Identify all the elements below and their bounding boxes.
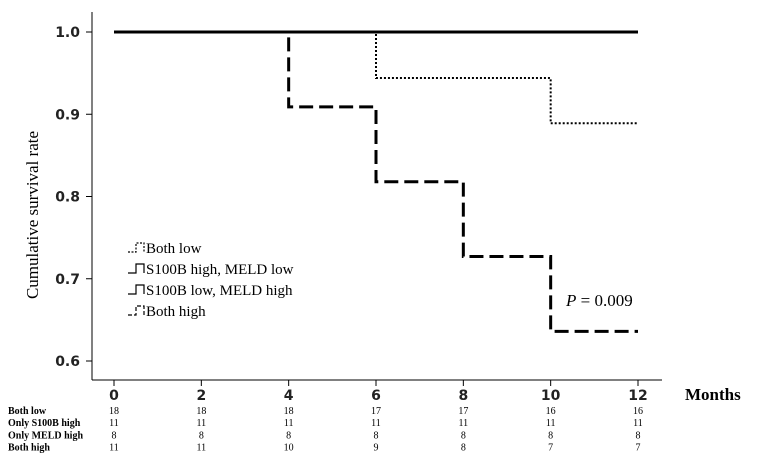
x-tick-label: 2	[196, 388, 206, 404]
risk-count: 17	[458, 406, 468, 417]
risk-count: 11	[633, 418, 643, 429]
legend-label: S100B high, MELD low	[146, 262, 294, 278]
x-axis-unit: Months	[685, 385, 741, 404]
x-tick-label: 0	[109, 388, 119, 404]
x-tick-label: 4	[284, 388, 294, 404]
x-tick-label: 6	[371, 388, 381, 404]
survival-curve-1	[114, 31, 638, 125]
risk-count: 16	[633, 406, 643, 417]
x-tick-label: 10	[541, 388, 561, 404]
risk-count: 10	[284, 443, 294, 454]
risk-count: 11	[197, 443, 207, 454]
risk-count: 8	[112, 430, 117, 441]
y-tick-label: 0.8	[55, 190, 80, 206]
risk-count: 17	[371, 406, 381, 417]
legend-label: S100B low, MELD high	[146, 283, 293, 299]
x-tick-label: 12	[628, 388, 647, 404]
risk-count: 11	[284, 418, 294, 429]
legend-marker	[128, 242, 145, 253]
legend-label: Both low	[146, 241, 202, 257]
risk-count: 11	[109, 418, 119, 429]
legend-marker	[128, 305, 145, 316]
risk-count: 11	[459, 418, 469, 429]
risk-row-label: Both high	[8, 443, 50, 454]
risk-table: Both low 18 18 18 17 17 16 16 Only S100B high 11 1…	[8, 406, 643, 454]
legend-marker	[128, 284, 145, 295]
risk-count: 16	[546, 406, 556, 417]
risk-count: 8	[374, 430, 379, 441]
y-tick-label: 1.0	[55, 25, 80, 41]
risk-count: 11	[197, 418, 207, 429]
risk-row-label: Only MELD high	[8, 430, 83, 441]
risk-count: 7	[636, 443, 641, 454]
y-axis-label: Cumulative survival rate	[23, 131, 42, 299]
risk-count: 18	[109, 406, 119, 417]
y-tick-label: 0.9	[55, 107, 80, 123]
risk-count: 18	[284, 406, 294, 417]
legend-label: Both high	[146, 304, 206, 320]
risk-count: 9	[374, 443, 379, 454]
risk-row-label: Only S100B high	[8, 418, 81, 429]
x-tick-label: 8	[458, 388, 468, 404]
risk-row-label: Both low	[8, 406, 47, 417]
p-value-annotation: P = 0.009	[565, 291, 633, 310]
risk-count: 11	[371, 418, 381, 429]
risk-count: 11	[109, 443, 119, 454]
risk-count: 18	[196, 406, 206, 417]
y-tick-label: 0.6	[55, 354, 80, 370]
risk-count: 8	[636, 430, 641, 441]
legend-marker	[128, 263, 145, 274]
risk-count: 8	[286, 430, 291, 441]
risk-count: 8	[199, 430, 204, 441]
risk-count: 8	[461, 430, 466, 441]
risk-count: 8	[548, 430, 553, 441]
risk-count: 11	[546, 418, 556, 429]
survival-curve-4	[114, 30, 638, 333]
risk-count: 7	[548, 443, 553, 454]
risk-count: 8	[461, 443, 466, 454]
y-tick-label: 0.7	[55, 272, 80, 288]
